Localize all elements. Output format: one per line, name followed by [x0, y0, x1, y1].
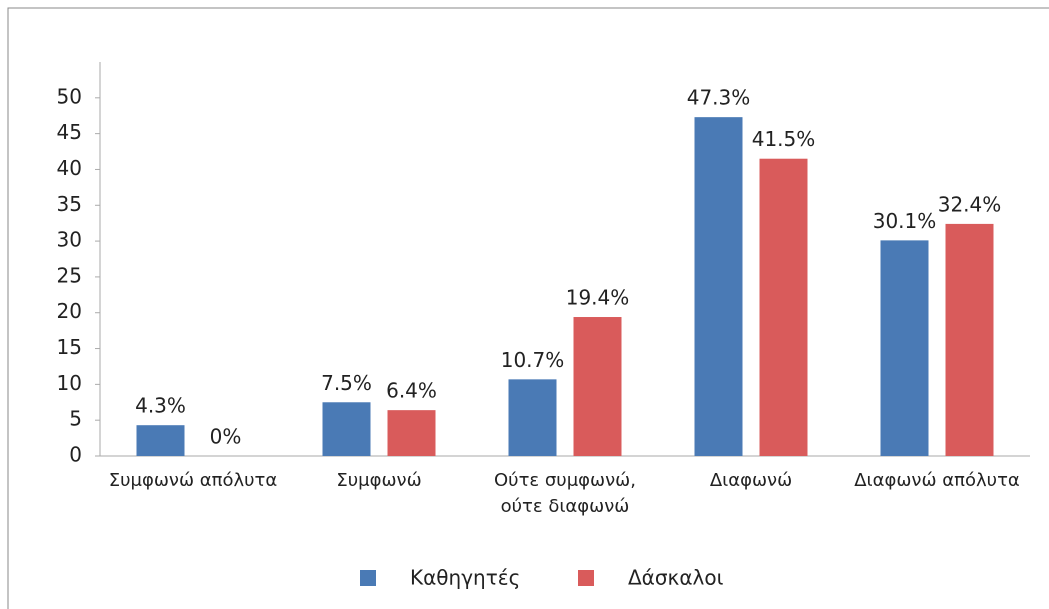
- x-tick-label: Συμφωνώ: [336, 470, 422, 491]
- bar: [573, 317, 622, 456]
- y-tick-label: 10: [57, 371, 82, 395]
- value-label: 10.7%: [501, 348, 565, 372]
- bar: [322, 402, 371, 456]
- y-tick-label: 30: [57, 228, 82, 252]
- x-tick-label: Συμφωνώ απόλυτα: [108, 470, 278, 491]
- chart-border: [7, 7, 1049, 609]
- legend-swatch: [578, 570, 594, 586]
- y-tick-label: 45: [57, 120, 82, 144]
- legend-label: Καθηγητές: [410, 566, 520, 590]
- value-label: 30.1%: [873, 209, 937, 233]
- y-tick-label: 20: [57, 299, 82, 323]
- value-label: 4.3%: [135, 394, 186, 418]
- x-tick-label: Ούτε συμφωνώ, ούτε διαφωνώ: [494, 470, 636, 517]
- value-label: 32.4%: [938, 192, 1002, 216]
- bar: [508, 379, 557, 456]
- y-tick-label: 40: [57, 156, 82, 180]
- x-tick-label: Διαφωνώ απόλυτα: [854, 470, 1020, 491]
- y-tick-label: 0: [69, 443, 82, 467]
- y-tick-label: 5: [69, 407, 82, 431]
- bar: [387, 410, 436, 456]
- value-label: 47.3%: [687, 86, 751, 110]
- bar: [759, 158, 808, 456]
- legend-swatch: [360, 570, 376, 586]
- bar: [880, 240, 929, 456]
- y-tick-label: 25: [57, 263, 82, 287]
- y-tick-label: 15: [57, 335, 82, 359]
- bar: [694, 117, 743, 456]
- y-tick-label: 35: [57, 192, 82, 216]
- x-tick-label: Διαφωνώ: [709, 470, 793, 491]
- value-label: 41.5%: [752, 127, 816, 151]
- value-label: 6.4%: [386, 379, 437, 403]
- value-label: 7.5%: [321, 371, 372, 395]
- value-label: 0%: [210, 425, 242, 449]
- legend-label: Δάσκαλοι: [628, 566, 724, 590]
- bar: [945, 223, 994, 456]
- value-label: 19.4%: [566, 286, 630, 310]
- bar: [136, 425, 185, 456]
- y-tick-label: 50: [57, 84, 82, 108]
